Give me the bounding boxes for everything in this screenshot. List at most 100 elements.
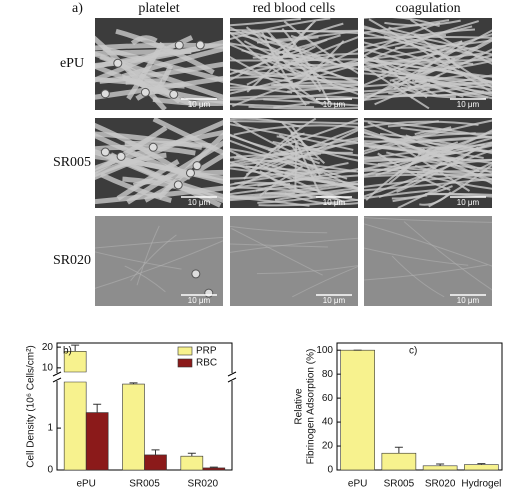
cell [195,40,205,50]
fiber [364,247,469,266]
fiber [230,58,358,95]
bar [144,454,167,471]
fiber [230,18,331,41]
sem-image: 10 μm [95,216,223,306]
fiber [413,33,461,70]
y-tick-label: 40 [322,417,334,428]
fiber [287,61,358,67]
fiber [230,18,301,27]
scale-bar: 10 μm [188,100,211,109]
y-tick-label: 80 [322,369,334,380]
fiber [252,52,358,59]
x-tick-label: SR005 [384,479,415,490]
fiber [364,91,492,98]
fiber [364,135,492,153]
sem-image: 10 μm [230,18,358,110]
fiber [115,28,215,75]
texture [364,18,492,110]
cell [173,180,183,190]
fiber [246,23,313,93]
bar [464,464,499,471]
panel-label: c) [409,346,417,357]
legend-label: PRP [196,346,217,357]
error-bar [209,466,218,468]
legend-swatch [177,358,193,368]
sem-image: 10 μm [230,118,358,208]
cell [191,269,201,279]
bar [202,467,226,471]
error-bar [187,452,196,457]
fiber [367,121,484,159]
fiber [364,25,473,53]
y-tick-label: 20 [42,342,54,353]
scale-bar: 10 μm [457,198,480,207]
fiber [391,255,445,298]
y-tick-label: 20 [322,441,334,452]
y-axis-label: Fibrinogen Adsorption (%) [306,349,317,465]
fiber [152,96,223,106]
fiber [95,148,222,208]
texture [364,119,492,208]
fiber [230,68,293,83]
legend-label: RBC [196,358,217,369]
fiber [396,146,479,193]
fiber [428,163,492,208]
cell [192,161,202,171]
bar [122,383,145,471]
fiber [364,25,492,61]
cell [113,58,123,68]
bar [85,412,109,471]
fiber [230,88,358,101]
x-tick-label: Hydrogel [461,479,501,490]
image-bg [95,216,223,306]
fiber [95,251,182,270]
fiber [259,165,304,197]
fiber [99,172,172,203]
fiber [281,28,331,104]
sem-image: 10 μm [95,118,223,208]
fiber [95,131,203,150]
fiber [364,72,492,91]
cell [174,40,184,50]
scale-bar: 10 μm [188,296,211,305]
texture [95,118,223,208]
fiber [273,81,356,86]
fiber [230,139,314,170]
fiber [230,237,358,253]
error-bar [129,382,138,385]
y-axis-label: Cell Density (10⁶ Cells/cm²) [26,345,37,467]
scale-bar: 10 μm [457,100,480,109]
fiber [230,43,303,77]
fiber [95,236,223,249]
fiber [368,18,492,94]
fiber [377,152,451,191]
fiber [257,34,341,59]
error-bar [93,403,102,413]
fiber [364,21,441,57]
fiber [95,185,223,205]
fiber [292,265,358,298]
cell [140,87,150,97]
fiber [364,81,492,96]
fiber [230,95,358,100]
cell [148,142,158,152]
column-header: platelet [138,1,179,16]
scale-bar: 10 μm [188,198,211,207]
fiber [373,56,492,100]
legend-swatch [177,346,193,356]
fiber [364,173,492,178]
texture [230,118,358,207]
fiber [143,152,223,203]
fiber [95,132,185,177]
fiber [230,82,293,94]
break-mark [52,377,62,383]
fiber [364,120,479,129]
fiber [230,102,315,109]
fiber [126,140,223,205]
texture [230,18,358,110]
fiber [429,193,492,198]
fiber [256,265,358,275]
y-tick-label: 1 [47,423,53,434]
fiber [395,39,492,49]
